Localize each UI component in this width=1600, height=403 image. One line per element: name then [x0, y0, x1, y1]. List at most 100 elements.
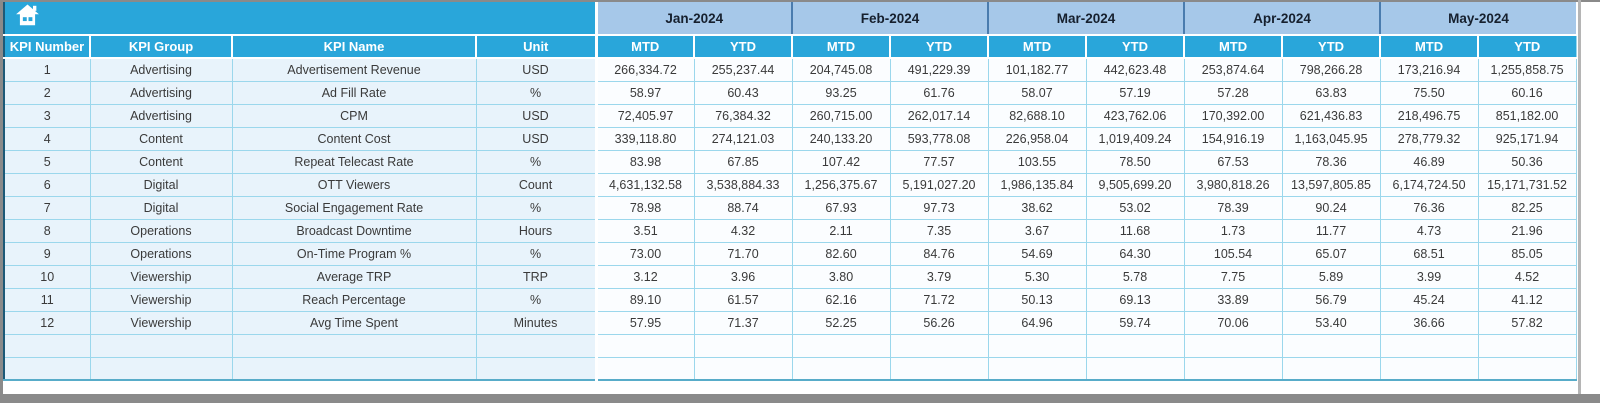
cell-empty[interactable] [231, 356, 477, 381]
cell-kpi-name[interactable]: Broadcast Downtime [231, 218, 477, 243]
cell-value[interactable]: 851,182.00 [1477, 103, 1577, 128]
cell-value[interactable]: 88.74 [693, 195, 793, 220]
cell-value[interactable]: 57.19 [1085, 80, 1185, 105]
cell-empty[interactable] [693, 333, 793, 358]
cell-empty[interactable] [791, 356, 891, 381]
cell-value[interactable]: 423,762.06 [1085, 103, 1185, 128]
cell-kpi-group[interactable]: Advertising [89, 57, 233, 82]
cell-kpi-number[interactable]: 9 [3, 241, 91, 266]
cell-kpi-name[interactable]: Avg Time Spent [231, 310, 477, 335]
cell-kpi-group[interactable]: Advertising [89, 103, 233, 128]
cell-unit[interactable]: TRP [475, 264, 598, 289]
cell-value[interactable]: 15,171,731.52 [1477, 172, 1577, 197]
cell-empty[interactable] [475, 356, 598, 381]
cell-value[interactable]: 84.76 [889, 241, 989, 266]
cell-value[interactable]: 3.67 [987, 218, 1087, 243]
cell-value[interactable]: 78.98 [595, 195, 695, 220]
cell-value[interactable]: 64.96 [987, 310, 1087, 335]
cell-kpi-number[interactable]: 4 [3, 126, 91, 151]
cell-value[interactable]: 1.73 [1183, 218, 1283, 243]
cell-unit[interactable]: USD [475, 103, 598, 128]
cell-value[interactable]: 60.43 [693, 80, 793, 105]
cell-empty[interactable] [1085, 333, 1185, 358]
cell-value[interactable]: 173,216.94 [1379, 57, 1479, 82]
cell-value[interactable]: 339,118.80 [595, 126, 695, 151]
cell-value[interactable]: 5.78 [1085, 264, 1185, 289]
cell-kpi-group[interactable]: Content [89, 149, 233, 174]
cell-value[interactable]: 266,334.72 [595, 57, 695, 82]
cell-value[interactable]: 54.69 [987, 241, 1087, 266]
cell-kpi-group[interactable]: Operations [89, 241, 233, 266]
cell-value[interactable]: 9,505,699.20 [1085, 172, 1185, 197]
cell-value[interactable]: 58.07 [987, 80, 1087, 105]
cell-unit[interactable]: Minutes [475, 310, 598, 335]
cell-value[interactable]: 262,017.14 [889, 103, 989, 128]
cell-unit[interactable]: % [475, 149, 598, 174]
column-header-kpi-group[interactable]: KPI Group [90, 35, 233, 59]
cell-empty[interactable] [1281, 333, 1381, 358]
cell-kpi-name[interactable]: On-Time Program % [231, 241, 477, 266]
cell-value[interactable]: 101,182.77 [987, 57, 1087, 82]
cell-value[interactable]: 52.25 [791, 310, 891, 335]
cell-value[interactable]: 59.74 [1085, 310, 1185, 335]
cell-value[interactable]: 53.02 [1085, 195, 1185, 220]
cell-empty[interactable] [987, 333, 1087, 358]
cell-value[interactable]: 798,266.28 [1281, 57, 1381, 82]
cell-value[interactable]: 77.57 [889, 149, 989, 174]
subheader-ytd-feb-2024[interactable]: YTD [890, 35, 990, 59]
cell-empty[interactable] [1183, 333, 1283, 358]
cell-value[interactable]: 21.96 [1477, 218, 1577, 243]
cell-value[interactable]: 107.42 [791, 149, 891, 174]
cell-value[interactable]: 85.05 [1477, 241, 1577, 266]
cell-value[interactable]: 38.62 [987, 195, 1087, 220]
column-header-unit[interactable]: Unit [476, 35, 598, 59]
cell-value[interactable]: 255,237.44 [693, 57, 793, 82]
cell-value[interactable]: 491,229.39 [889, 57, 989, 82]
cell-empty[interactable] [1183, 356, 1283, 381]
cell-kpi-group[interactable]: Advertising [89, 80, 233, 105]
cell-value[interactable]: 93.25 [791, 80, 891, 105]
cell-empty[interactable] [791, 333, 891, 358]
cell-value[interactable]: 46.89 [1379, 149, 1479, 174]
subheader-ytd-apr-2024[interactable]: YTD [1282, 35, 1382, 59]
cell-kpi-group[interactable]: Viewership [89, 310, 233, 335]
cell-kpi-number[interactable]: 11 [3, 287, 91, 312]
cell-unit[interactable]: % [475, 287, 598, 312]
cell-kpi-name[interactable]: Average TRP [231, 264, 477, 289]
cell-value[interactable]: 11.77 [1281, 218, 1381, 243]
cell-kpi-name[interactable]: Reach Percentage [231, 287, 477, 312]
cell-value[interactable]: 1,986,135.84 [987, 172, 1087, 197]
cell-empty[interactable] [231, 333, 477, 358]
cell-value[interactable]: 50.36 [1477, 149, 1577, 174]
cell-value[interactable]: 56.26 [889, 310, 989, 335]
cell-value[interactable]: 53.40 [1281, 310, 1381, 335]
cell-value[interactable]: 57.95 [595, 310, 695, 335]
cell-value[interactable]: 78.50 [1085, 149, 1185, 174]
cell-kpi-group[interactable]: Viewership [89, 264, 233, 289]
cell-value[interactable]: 62.16 [791, 287, 891, 312]
cell-value[interactable]: 45.24 [1379, 287, 1479, 312]
cell-value[interactable]: 3,538,884.33 [693, 172, 793, 197]
cell-unit[interactable]: USD [475, 126, 598, 151]
cell-value[interactable]: 1,019,409.24 [1085, 126, 1185, 151]
cell-kpi-number[interactable]: 2 [3, 80, 91, 105]
cell-value[interactable]: 204,745.08 [791, 57, 891, 82]
cell-value[interactable]: 78.36 [1281, 149, 1381, 174]
cell-unit[interactable]: Count [475, 172, 598, 197]
cell-value[interactable]: 65.07 [1281, 241, 1381, 266]
cell-value[interactable]: 11.68 [1085, 218, 1185, 243]
cell-value[interactable]: 58.97 [595, 80, 695, 105]
cell-value[interactable]: 50.13 [987, 287, 1087, 312]
cell-value[interactable]: 274,121.03 [693, 126, 793, 151]
subheader-mtd-mar-2024[interactable]: MTD [988, 35, 1088, 59]
subheader-mtd-jan-2024[interactable]: MTD [596, 35, 695, 59]
cell-value[interactable]: 82.60 [791, 241, 891, 266]
cell-value[interactable]: 75.50 [1379, 80, 1479, 105]
cell-value[interactable]: 82.25 [1477, 195, 1577, 220]
cell-kpi-name[interactable]: OTT Viewers [231, 172, 477, 197]
cell-unit[interactable]: % [475, 80, 598, 105]
cell-value[interactable]: 2.11 [791, 218, 891, 243]
month-header-may-2024[interactable]: May-2024 [1379, 2, 1577, 36]
cell-value[interactable]: 67.53 [1183, 149, 1283, 174]
cell-kpi-name[interactable]: CPM [231, 103, 477, 128]
